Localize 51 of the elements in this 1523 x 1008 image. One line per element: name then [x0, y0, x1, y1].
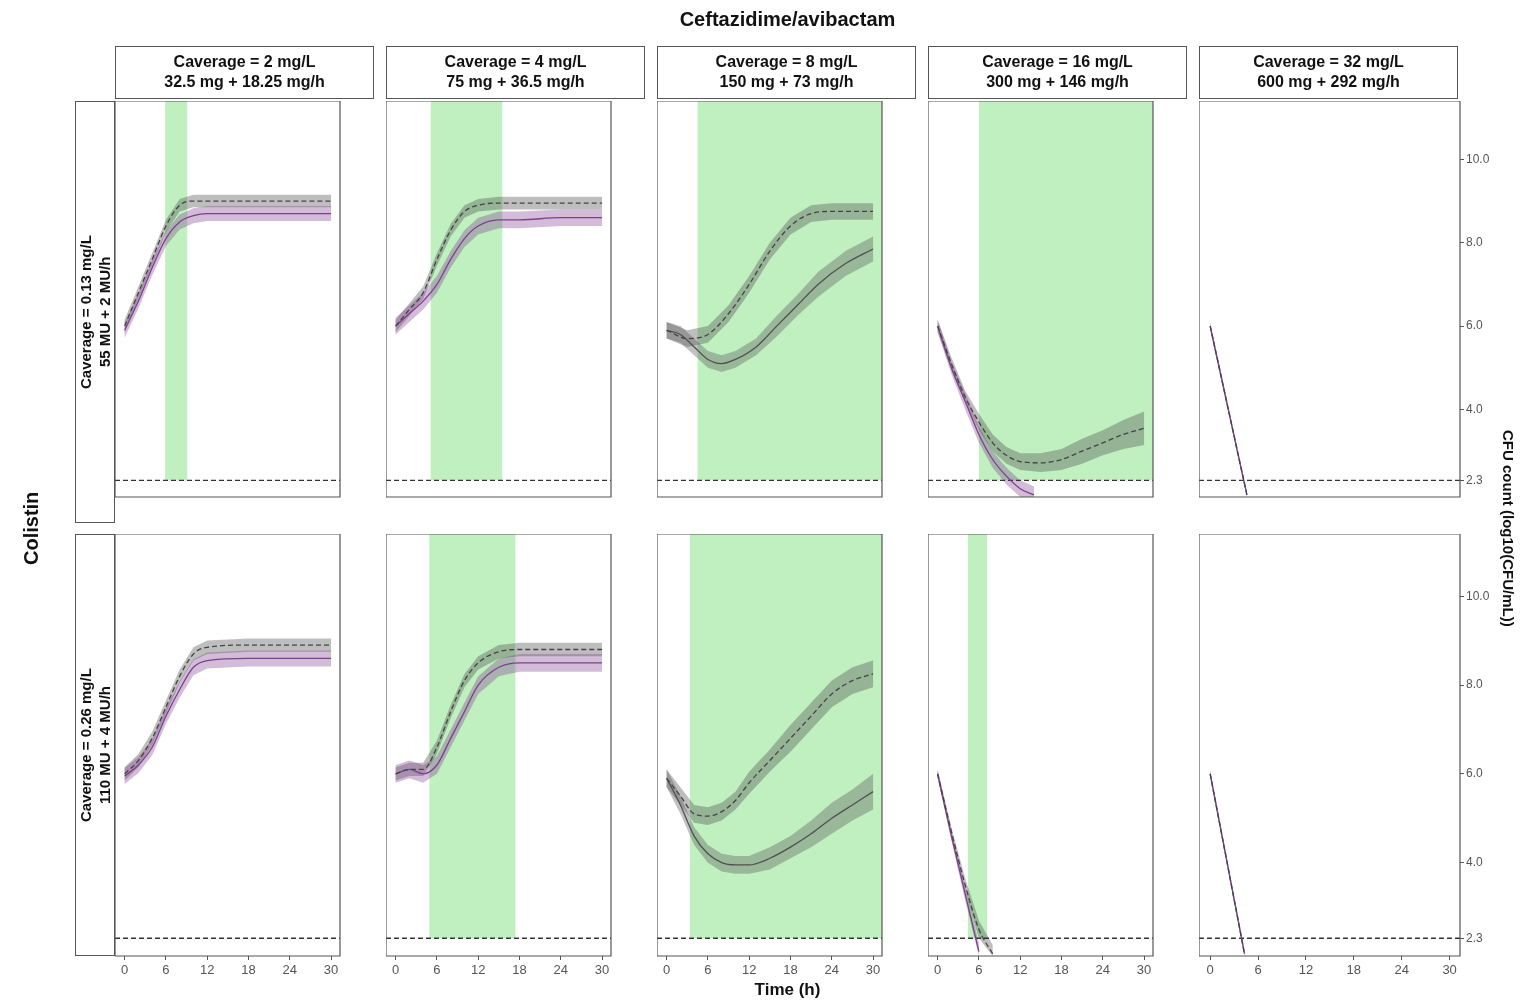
- y-tick-label: 2.3: [1466, 472, 1484, 487]
- x-tick-label: 0: [663, 962, 671, 978]
- x-tick-label: 18: [1346, 962, 1362, 978]
- x-tick-label: 24: [282, 962, 298, 978]
- x-tick-label: 24: [553, 962, 569, 978]
- y-tick-label: 6.0: [1466, 318, 1484, 333]
- x-tick-label: 0: [392, 962, 400, 978]
- y-axis-title: Caverage = 0.26 mg/L 110 MU + 4 MU/h: [75, 534, 115, 956]
- x-tick-label: 18: [241, 962, 256, 978]
- y-tick-label: 6.0: [1466, 766, 1484, 781]
- chart-title: Caverage = 8 mg/L 150 mg + 73 mg/h: [657, 46, 916, 99]
- x-tick-label: 30: [1442, 962, 1457, 978]
- x-tick-label: 30: [323, 962, 339, 978]
- x-tick-label: 18: [512, 962, 527, 978]
- y2-axis-title: CFU count (log10(CFU/mL)): [1498, 429, 1518, 629]
- y-tick-label: 8.0: [1466, 235, 1484, 250]
- x-tick-label: 6: [162, 962, 170, 978]
- y-tick-label: 10.0: [1466, 151, 1490, 166]
- x-tick-label: 18: [783, 962, 798, 978]
- x-tick-label: 0: [121, 962, 129, 978]
- x-tick-label: 12: [199, 962, 215, 978]
- y-tick-label: 8.0: [1466, 677, 1484, 692]
- x-tick-label: 6: [704, 962, 712, 978]
- text: Colistin: [18, 490, 43, 568]
- x-tick-label: 0: [934, 962, 942, 978]
- chart-title: Caverage = 2 mg/L 32.5 mg + 18.25 mg/h: [115, 46, 374, 99]
- x-tick-label: 0: [1206, 962, 1214, 978]
- y-tick-label: 10.0: [1466, 588, 1490, 603]
- x-tick-label: 6: [975, 962, 983, 978]
- x-tick-label: 24: [1394, 962, 1409, 978]
- y-tick-label: 2.3: [1466, 930, 1484, 945]
- y-tick-label: 4.0: [1466, 401, 1484, 416]
- x-tick-label: 18: [1054, 962, 1069, 978]
- chart-title: Caverage = 32 mg/L 600 mg + 292 mg/h: [1199, 46, 1458, 99]
- x-tick-label: 24: [1095, 962, 1111, 978]
- x-tick-label: 30: [594, 962, 610, 978]
- x-tick-label: 30: [1136, 962, 1152, 978]
- y-tick-label: 4.0: [1466, 855, 1484, 870]
- text: Ceftazidime/avibactam: [678, 8, 897, 31]
- x-tick-label: 30: [865, 962, 881, 978]
- x-tick-label: 12: [470, 962, 486, 978]
- y-axis-title: Caverage = 0.13 mg/L 55 MU + 2 MU/h: [75, 101, 115, 523]
- x-axis-title: Time (h): [753, 980, 822, 1000]
- x-tick-label: 12: [741, 962, 757, 978]
- x-tick-label: 6: [1254, 962, 1262, 978]
- x-tick-label: 12: [1012, 962, 1028, 978]
- x-tick-label: 12: [1298, 962, 1314, 978]
- x-tick-label: 6: [433, 962, 441, 978]
- chart-title: Caverage = 4 mg/L 75 mg + 36.5 mg/h: [386, 46, 645, 99]
- x-tick-label: 24: [824, 962, 840, 978]
- chart-title: Caverage = 16 mg/L 300 mg + 146 mg/h: [928, 46, 1187, 99]
